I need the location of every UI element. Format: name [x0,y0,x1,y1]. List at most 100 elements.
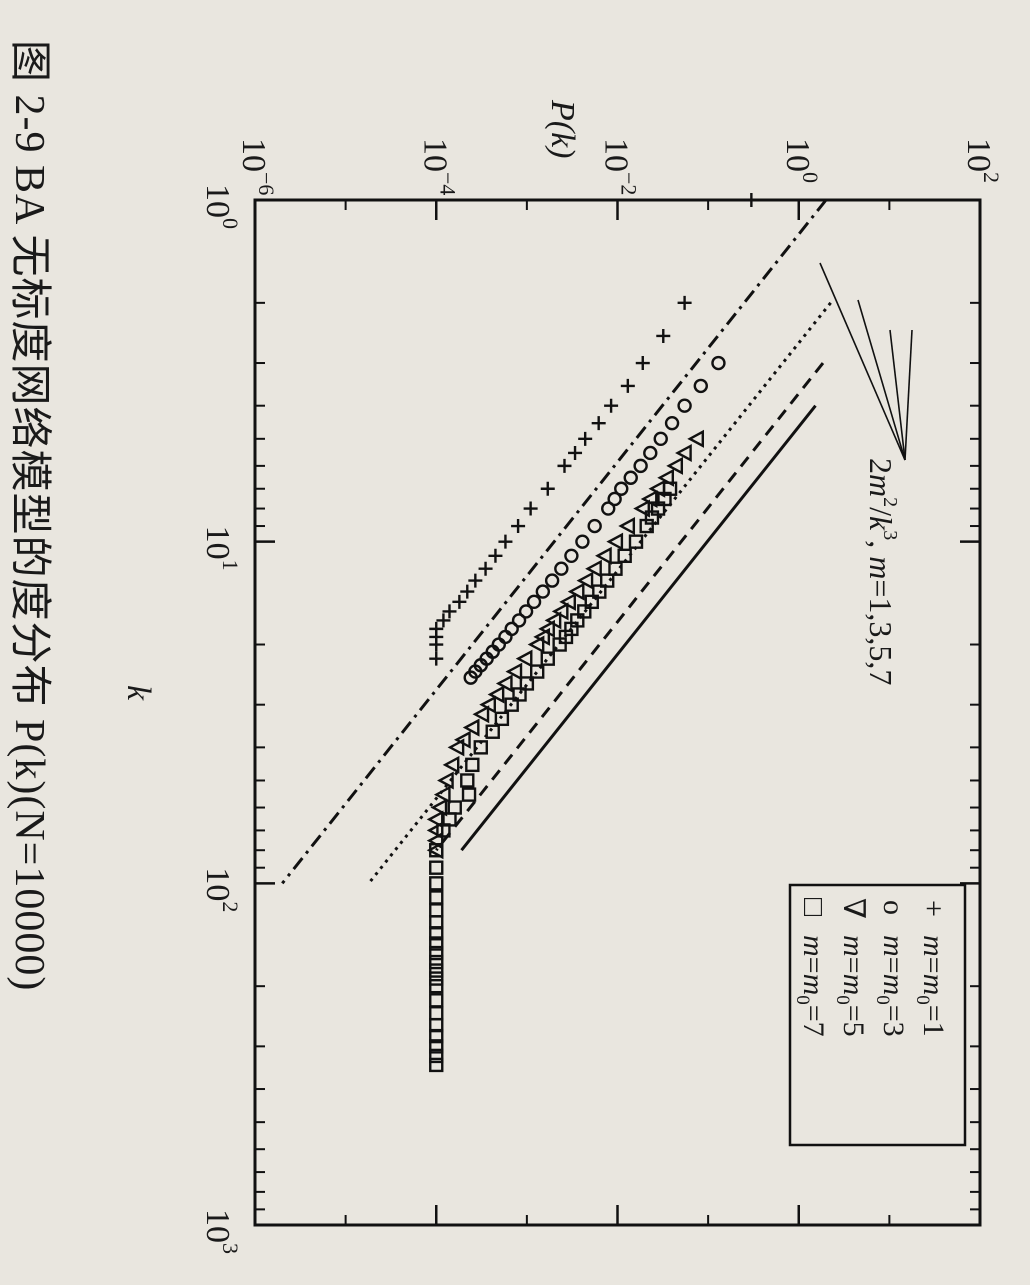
square-marker [429,971,444,986]
legend-label-3: m=m0=5 [832,935,870,1037]
plus-marker [635,356,650,371]
triangle-marker [657,468,675,487]
circle-marker [711,355,726,371]
legend-entry-2: o m=m0=3 [872,900,910,1037]
square-marker [552,637,567,652]
square-marker [429,1028,444,1044]
circle-marker [463,670,478,685]
square-marker [429,945,444,961]
circle-marker [564,548,579,564]
leader-line-3 [889,329,906,461]
triangle-marker [487,685,505,704]
triangle-marker [666,456,684,475]
triangle-marker [426,821,444,840]
square-marker [584,594,599,610]
leader-line-4 [904,329,913,461]
legend-symbol-plus: + [917,900,950,917]
triangle-marker [576,571,594,590]
plus-marker [488,548,503,563]
legend-label-2: m=m0=3 [872,935,910,1037]
circle-marker [554,561,569,576]
square-marker [429,860,444,875]
series-1-markers [429,193,759,666]
plus-marker [460,584,475,599]
plus-marker [568,445,583,460]
x-tick-label: 102 [199,867,243,912]
plus-marker [578,431,593,446]
y-tick-label: 100 [779,138,823,183]
square-marker [429,890,444,905]
triangle-marker [437,771,454,790]
legend-label-4: m=m0=7 [792,935,830,1037]
triangle-marker [595,546,612,565]
square-marker [460,773,475,788]
plus-marker [744,193,759,207]
triangle-marker [442,755,460,774]
square-marker [429,993,444,1008]
legend-symbol-square: □ [797,898,830,917]
x-tick-label: 101 [199,526,243,571]
square-marker [429,1057,444,1073]
triangle-marker [433,785,451,804]
plus-marker [557,458,572,473]
rotated-figure: 图 2-9 BA 无标度网络模型的度分布 P(k)(N=10000) P(k) … [6,40,1004,1254]
square-marker [494,711,510,727]
square-marker [429,1039,444,1054]
square-marker [485,724,500,739]
square-marker [512,687,527,702]
plus-marker [452,594,467,609]
plus-marker [429,651,444,666]
square-marker [639,518,654,534]
triangle-marker [618,517,636,536]
square-marker [429,843,444,858]
y-tick-label: 10−4 [416,138,460,195]
triangle-marker [687,429,705,448]
triangle-marker [585,559,602,578]
fit-lines [281,199,832,885]
x-tick-label: 103 [199,1209,243,1254]
triangle-marker [567,582,585,601]
fit-line-1 [281,199,828,885]
circle-marker [677,398,692,413]
plus-marker [442,604,457,619]
circle-marker [643,445,658,461]
triangle-marker [430,798,448,817]
leader-line-1 [819,262,906,461]
circle-marker [587,518,602,534]
square-marker [429,903,444,918]
fit-line-4 [460,404,817,852]
plus-marker [591,416,606,431]
x-axis-title: k [120,685,157,701]
legend: + m=m0=1 o m=m0=3 ∇ m=m0=5 □ m=m0=7 [788,883,967,1147]
series-4-markers [429,481,678,1073]
legend-entry-3: ∇ m=m0=5 [832,898,870,1037]
circle-marker [623,470,638,485]
triangle-marker [527,635,545,654]
circle-marker [518,604,534,619]
square-marker [540,651,555,666]
legend-entry-4: □ m=m0=7 [792,898,830,1037]
triangle-marker [515,649,533,668]
triangle-marker [505,662,523,681]
circle-marker [614,481,629,496]
square-marker [465,757,480,773]
triangle-marker [538,619,555,638]
axes: 100 101 102 103 10−6 10−4 10−2 100 102 [199,138,1004,1254]
legend-box [788,883,967,1147]
square-marker [429,936,444,951]
plus-marker [523,501,538,516]
circle-marker [544,573,560,588]
square-marker [461,787,477,802]
square-marker [617,548,632,564]
legend-symbol-circle: o [877,900,910,915]
series-3-markers [426,429,705,860]
plus-marker [656,328,671,343]
square-marker [473,740,488,755]
square-marker [530,664,545,679]
plus-marker [436,613,451,628]
square-marker [429,1048,444,1064]
circle-marker [575,534,590,549]
plus-marker [677,295,692,310]
legend-label-1: m=m0=1 [912,935,950,1037]
